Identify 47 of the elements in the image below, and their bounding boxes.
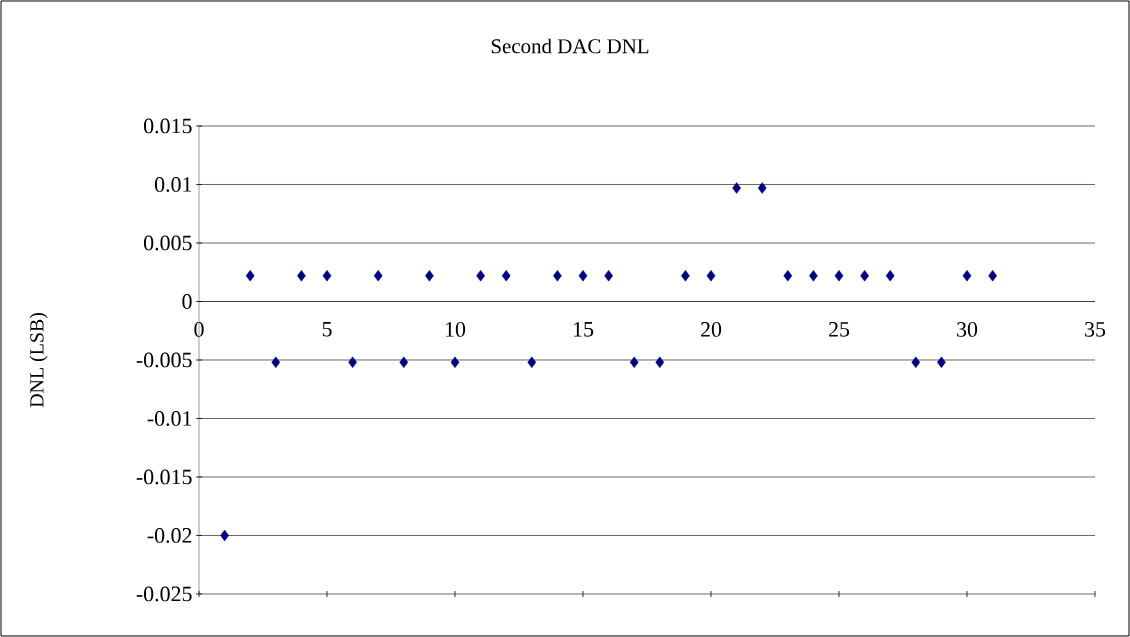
point — [809, 270, 818, 282]
point — [578, 270, 588, 282]
point — [553, 270, 562, 282]
point — [450, 356, 460, 369]
y-tick-label: 0 — [182, 294, 192, 309]
x-tick-label: 5 — [322, 322, 332, 337]
y-tick-label: 0.005 — [144, 235, 192, 251]
point — [988, 270, 997, 282]
point — [501, 270, 511, 282]
point — [911, 356, 921, 369]
point — [604, 270, 613, 282]
x-tick-label: 25 — [829, 322, 850, 337]
point — [527, 356, 537, 369]
point — [885, 270, 895, 282]
point — [834, 270, 844, 282]
point — [271, 356, 281, 369]
x-tick-label: 10 — [445, 322, 466, 337]
point — [629, 356, 639, 369]
point — [783, 270, 793, 282]
y-tick-label: -0.005 — [136, 352, 192, 368]
point — [245, 270, 255, 282]
point — [297, 270, 306, 282]
y-tick-label: 0.01 — [154, 177, 192, 192]
point — [681, 270, 690, 282]
point — [322, 270, 332, 282]
point — [373, 270, 383, 282]
point — [706, 270, 716, 282]
point — [860, 270, 869, 282]
point — [476, 270, 485, 282]
x-tick-label: 15 — [573, 322, 594, 337]
y-tick-label: -0.01 — [147, 411, 192, 426]
point — [732, 182, 741, 194]
point — [962, 270, 972, 282]
chart-title: Second DAC DNL — [491, 38, 649, 54]
y-tick-label: 0.015 — [144, 118, 192, 134]
point — [425, 270, 434, 282]
y-tick-label: -0.025 — [136, 586, 192, 602]
point — [655, 356, 665, 369]
point — [757, 182, 767, 194]
point — [399, 356, 409, 369]
x-tick-label: 30 — [957, 322, 978, 337]
x-tick-label: 35 — [1085, 322, 1106, 337]
y-tick-label: -0.015 — [136, 469, 192, 485]
x-tick-label: 0 — [194, 322, 204, 337]
y-axis-title: DNL (LSB) — [29, 312, 48, 408]
y-tick-label: -0.02 — [147, 528, 192, 543]
x-tick-label: 20 — [701, 322, 722, 337]
